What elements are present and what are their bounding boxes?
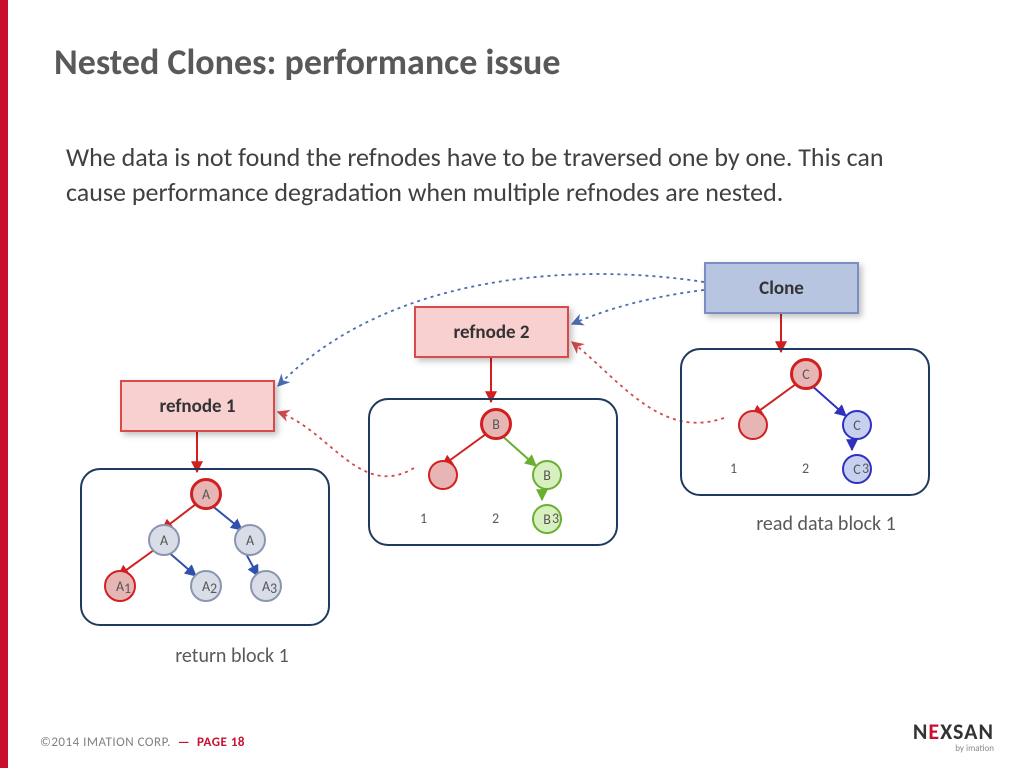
logo: NEXSAN by imation (913, 718, 994, 754)
footer-page-num: 18 (231, 735, 245, 750)
numlabel-n_b3: 3 (552, 510, 559, 527)
refnode-2-label: refnode 2 (453, 321, 529, 344)
node-c_root: C (790, 358, 822, 390)
node-b_r: B (532, 460, 562, 490)
footer-dash: — (178, 735, 190, 750)
node-b_root: B (480, 408, 512, 440)
node-c_r: C (842, 410, 872, 440)
node-a_l: A (148, 524, 180, 556)
accent-bar (0, 0, 8, 768)
numlabel-n_c2: 2 (802, 460, 809, 477)
node-a_lr: A (190, 570, 222, 602)
numlabel-n_a2: 2 (210, 580, 217, 597)
clone-label: Clone (759, 277, 804, 300)
clone-box: Clone (704, 262, 859, 314)
refnode-1-label: refnode 1 (159, 395, 235, 418)
numlabel-n_c3: 3 (862, 460, 869, 477)
node-c_l (738, 410, 768, 440)
slide-title: Nested Clones: performance issue (54, 40, 560, 84)
logo-name: NEXSAN (913, 718, 994, 745)
footer-copyright: ©2014 IMATION CORP. (40, 735, 171, 750)
node-a_rl: A (250, 570, 282, 602)
numlabel-n_a1: 1 (124, 580, 131, 597)
numlabel-n_b1: 1 (420, 510, 427, 527)
numlabel-n_b2: 2 (492, 510, 499, 527)
refnode-1-box: refnode 1 (120, 380, 275, 432)
numlabel-n_c1: 1 (730, 460, 737, 477)
caption-return-block: return block 1 (132, 644, 332, 668)
numlabel-n_a3: 3 (270, 580, 277, 597)
body-paragraph: Whe data is not found the refnodes have … (66, 140, 886, 210)
footer: ©2014 IMATION CORP. — PAGE 18 (40, 735, 245, 750)
node-a_r: A (234, 524, 266, 556)
caption-read-block: read data block 1 (716, 512, 936, 536)
node-b_l (428, 460, 458, 490)
node-a_root: A (190, 478, 222, 510)
footer-page-label: PAGE (197, 735, 227, 750)
refnode-2-box: refnode 2 (414, 306, 569, 358)
node-a_ll: A (104, 570, 136, 602)
